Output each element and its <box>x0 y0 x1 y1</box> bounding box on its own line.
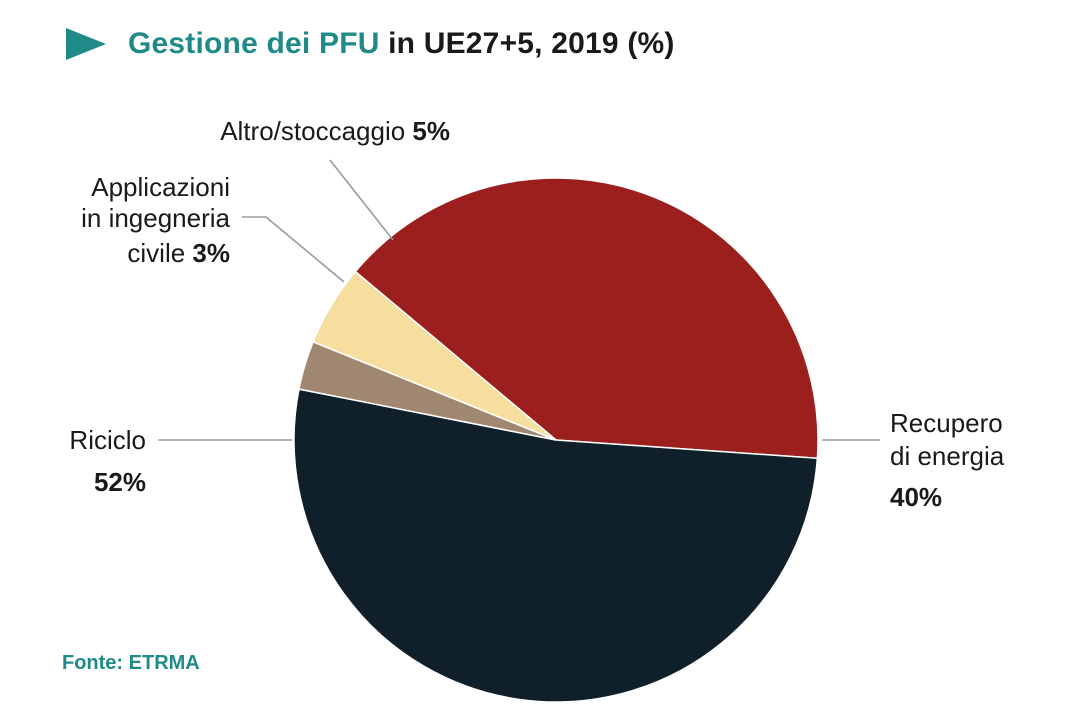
arrow-icon <box>66 28 106 60</box>
leader-line-2 <box>242 216 345 283</box>
slice-value-2: 3% <box>192 238 230 268</box>
slice-value-0: 40% <box>890 482 942 512</box>
leader-line-3 <box>329 159 394 241</box>
slice-label-2-line-2: civile 3% <box>127 238 230 268</box>
chart-title: Gestione dei PFU in UE27+5, 2019 (%) <box>66 24 675 64</box>
slice-label-1-line-0: Riciclo <box>69 425 146 455</box>
slice-label-0-line-1: di energia <box>890 441 1005 471</box>
slice-value-3: 5% <box>412 116 450 146</box>
slice-label-2-line-0: Applicazioni <box>91 172 230 202</box>
pie-slice-3 <box>312 270 557 441</box>
slice-label-0-line-0: Recupero <box>890 408 1003 438</box>
slice-label-2-line-1: in ingegneria <box>81 203 230 233</box>
slice-label-3-line-0: Altro/stoccaggio 5% <box>220 116 450 146</box>
slice-value-1: 52% <box>94 467 146 497</box>
pie-slice-1 <box>293 388 819 703</box>
title-suffix: in UE27+5, 2019 (%) <box>379 27 675 60</box>
title-prefix: Gestione dei PFU <box>128 27 380 60</box>
source-note: Fonte: ETRMA <box>62 652 200 674</box>
pie-slice-0 <box>354 177 819 460</box>
